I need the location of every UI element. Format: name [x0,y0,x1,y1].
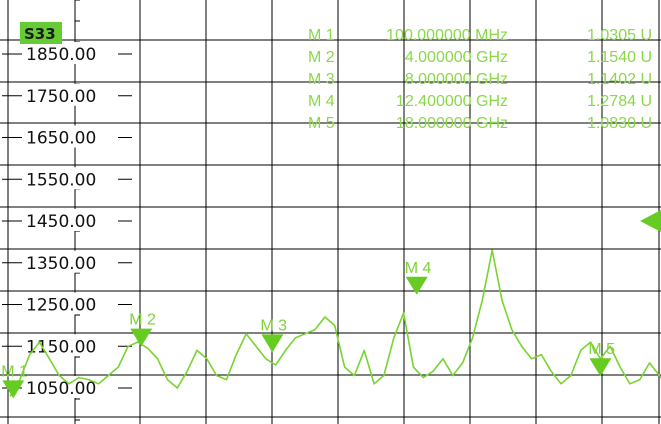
badge-label: S33 [24,25,56,43]
marker-table-frequency: 18.000000 GHz [396,115,508,132]
marker-table-id: M 5 [308,115,335,132]
y-tick-label-bg [20,83,126,106]
marker-table-value: 1.2784 U [587,93,652,110]
marker-table-frequency: 12.400000 GHz [396,93,508,110]
marker-table-value: 1.0830 U [587,115,652,132]
y-tick-label: 1550.00 [26,170,96,190]
y-tick-label: 1750.00 [26,87,96,107]
marker-table-frequency: 8.000000 GHz [405,71,508,88]
y-tick-label-bg [20,167,126,190]
marker-triangle-icon [261,334,284,353]
marker-triangle-icon [589,358,612,377]
marker-label: M 4 [405,260,432,277]
y-tick-label-bg [20,209,126,231]
marker-label: M 2 [129,312,156,329]
y-tick-label: 1150.00 [26,337,96,357]
y-tick-labels: 1850.00 1750.00 1650.00 1550.00 1450.00 1350.… [2,42,132,399]
marker-label: M 3 [260,317,287,334]
y-tick-label-bg [20,125,126,148]
trace-badge[interactable]: S33 [20,22,62,44]
trace-line [9,249,661,397]
markers: M 1 M 2 M 3 M 4 M 5 [1,260,615,399]
marker-triangle-icon [130,328,153,347]
marker-table: M 1 100.000000 MHz 1.0305 U M 2 4.000000 GHz… [308,27,652,132]
marker-table-frequency: 4.000000 GHz [405,49,508,66]
marker-table-value: 1.1402 U [587,71,652,88]
y-tick-label: 1850.00 [26,45,96,65]
y-tick-label: 1250.00 [26,296,96,316]
marker-table-id: M 3 [308,71,335,88]
marker-table-value: 1.0305 U [587,27,652,44]
badge-box [20,22,62,44]
marker-triangle-icon [2,380,25,399]
y-tick-label-bg [20,250,126,273]
marker-table-frequency: 100.000000 MHz [386,27,508,44]
y-tick-label: 1350.00 [26,254,96,274]
y-tick-label-bg [20,292,126,315]
marker-label: M 5 [588,341,615,358]
y-tick-label-bg [20,376,126,398]
marker-table-id: M 4 [308,93,335,110]
y-tick-label: 1050.00 [26,379,96,399]
marker-table-value: 1.1540 U [587,49,652,66]
marker-triangle-icon [405,276,428,295]
y-tick-label-bg [20,42,126,64]
reference-level-arrow-icon[interactable] [640,210,661,232]
marker-label: M 1 [1,363,28,380]
y-tick-label: 1450.00 [26,212,96,232]
y-tick-label-bg [20,334,126,357]
marker-table-id: M 1 [308,27,335,44]
marker-table-id: M 2 [308,49,335,66]
y-tick-label: 1650.00 [26,129,96,149]
